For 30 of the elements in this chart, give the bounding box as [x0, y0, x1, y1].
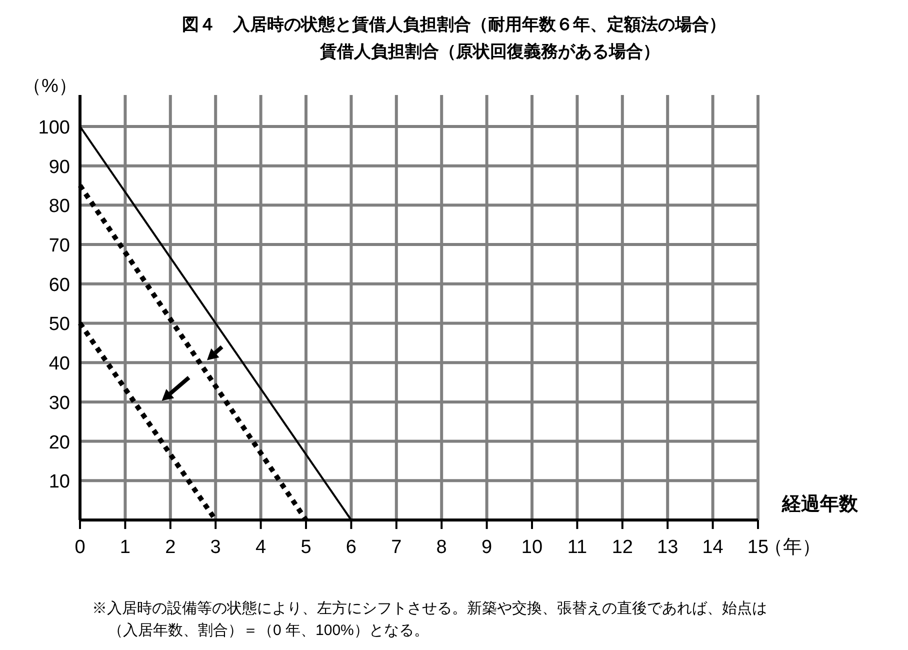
y-tick-label: 80: [48, 196, 70, 218]
chart-subtitle: 賃借人負担割合（原状回復義務がある場合）: [319, 42, 660, 61]
text: ※入居時の設備等の状態により、左方にシフトさせる。新築や交換、張替えの直後であれば、始点は（入居年数、割合）＝（0 年、100%）となる。: [92, 600, 767, 639]
x-tick-label: 9: [482, 537, 492, 558]
y-tick-label: 100: [38, 117, 70, 138]
x-tick-label: 14: [702, 537, 724, 558]
y-tick-label: 40: [48, 354, 70, 375]
y-tick-label: 70: [48, 236, 70, 257]
x-tick-label: 7: [391, 537, 402, 558]
x-axis-title: 経過年数: [781, 494, 859, 515]
x-tick-label: 1: [120, 537, 130, 558]
y-tick-label: 50: [48, 314, 70, 336]
x-tick-label: 4: [256, 537, 267, 558]
y-tick-label: 60: [48, 274, 70, 296]
x-tick-label: 3: [210, 537, 221, 558]
y-tick-label: 10: [48, 472, 70, 493]
x-tick-label: 6: [346, 537, 356, 558]
x-tick-label: 0: [74, 537, 86, 558]
y-tick-label: 20: [48, 432, 70, 454]
x-tick-label: 2: [165, 537, 176, 558]
x-tick-label: 5: [300, 537, 312, 558]
y-tick-label: 90: [48, 156, 70, 178]
x-tick-label: 12: [612, 537, 633, 558]
x-tick-label: 10: [521, 537, 543, 558]
y-axis-title: （%）: [22, 76, 78, 97]
x-tick-label: 8: [436, 537, 447, 558]
x-tick-label: 11: [567, 537, 588, 558]
x-tick-label: 13: [657, 537, 678, 558]
chart-title: 図４ 入居時の状態と賃借人負担割合（耐用年数６年、定額法の場合）: [182, 15, 726, 34]
y-tick-label: 30: [48, 392, 70, 414]
